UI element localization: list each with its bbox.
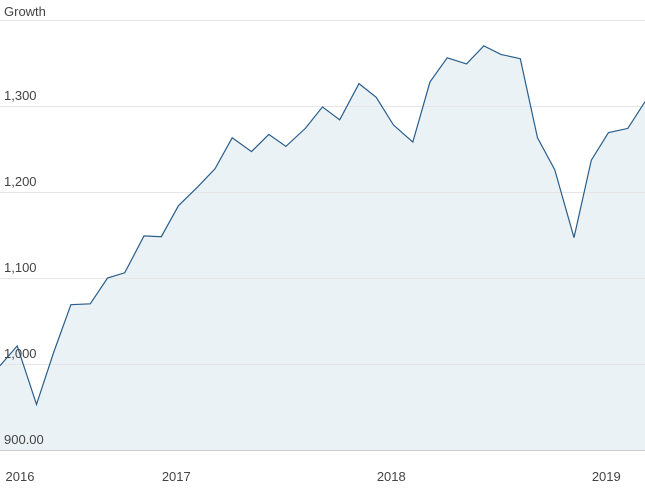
line: [0, 45, 645, 407]
x-tick-label: 2018: [377, 469, 406, 484]
x-tick-label: 2017: [162, 469, 191, 484]
y-tick-label: 1,200: [4, 174, 37, 189]
x-tick-label: 2019: [592, 469, 621, 484]
y-tick-label: 900.00: [4, 432, 44, 447]
area: [0, 45, 645, 451]
y-tick-label: 1,000: [4, 346, 37, 361]
chart-title: Growth: [4, 4, 46, 19]
x-tick-label: 2016: [6, 469, 35, 484]
y-tick-label: 1,100: [4, 260, 37, 275]
y-tick-label: 1,300: [4, 88, 37, 103]
